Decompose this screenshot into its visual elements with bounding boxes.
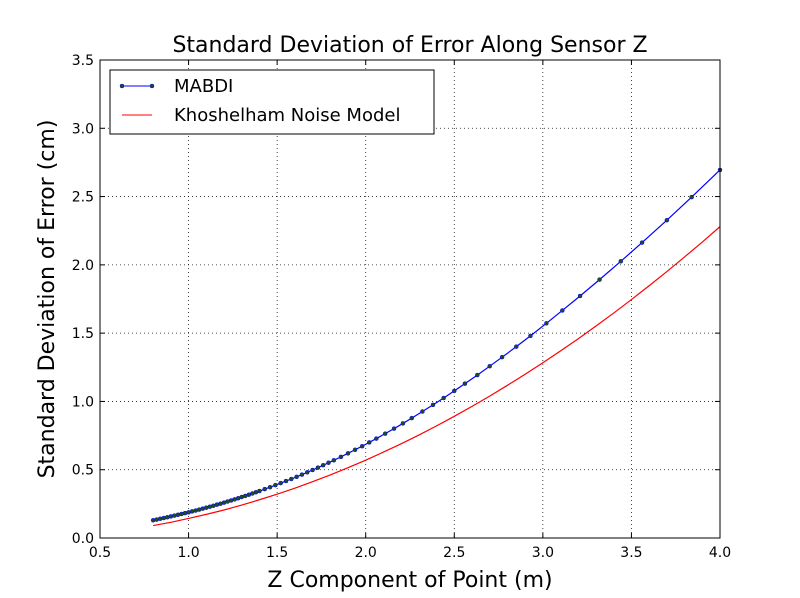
data-point: [374, 436, 379, 441]
data-point: [475, 372, 480, 378]
data-point: [462, 381, 468, 386]
data-point: [338, 454, 344, 460]
data-point: [320, 462, 326, 468]
data-point: [487, 363, 492, 369]
data-point: [514, 344, 519, 349]
y-tick-label: 2.5: [72, 190, 94, 206]
legend: MABDI Khoshelham Noise Model: [109, 69, 435, 135]
data-point: [283, 478, 289, 484]
data-point: [289, 476, 294, 482]
data-point: [267, 484, 273, 490]
y-tick-label: 1.5: [72, 326, 94, 342]
data-point: [359, 443, 365, 449]
x-tick-label: 1.0: [177, 545, 199, 561]
legend-marker-mabdi: [119, 83, 125, 89]
data-point: [577, 293, 583, 299]
data-point: [326, 460, 331, 465]
y-axis-label: Standard Deviation of Error (cm): [35, 120, 60, 479]
x-tick-label: 4.0: [709, 545, 731, 561]
data-point: [299, 472, 305, 477]
x-tick-label: 3.0: [532, 545, 554, 561]
data-point: [420, 409, 425, 414]
data-point: [367, 440, 372, 445]
data-point: [639, 240, 645, 245]
legend-marker-mabdi: [149, 83, 155, 89]
data-point: [441, 395, 446, 401]
data-point: [409, 415, 415, 421]
data-point: [382, 431, 388, 436]
data-point: [352, 447, 358, 453]
data-point: [664, 217, 670, 223]
data-point: [544, 321, 549, 326]
data-point: [305, 470, 310, 475]
y-tick-label: 0.0: [72, 531, 94, 547]
data-point: [278, 480, 283, 486]
axes-frame: [99, 59, 721, 539]
legend-label-mabdi: MABDI: [174, 76, 233, 97]
ticks: 0.5 1.0 1.5 2.0 2.5 3.0 3.5 4.00.00.51.01.52.02…: [72, 53, 731, 561]
chart-title: Standard Deviation of Error Along Sensor…: [172, 33, 647, 58]
data-point: [331, 458, 337, 463]
data-point: [499, 354, 505, 360]
data-point: [391, 426, 397, 431]
data-point: [310, 467, 315, 473]
y-tick-label: 3.5: [72, 53, 94, 69]
data-point: [257, 488, 262, 494]
plot-area: [150, 167, 723, 527]
data-point: [400, 421, 406, 426]
y-tick-label: 2.0: [72, 258, 94, 274]
data-point: [560, 308, 565, 313]
x-tick-label: 0.5: [89, 545, 111, 561]
y-tick-label: 0.5: [72, 463, 94, 479]
y-tick-label: 1.0: [72, 394, 94, 410]
x-axis-label: Z Component of Point (m): [267, 568, 552, 593]
data-point: [273, 482, 278, 488]
series-line-1: [153, 226, 721, 527]
data-point: [689, 194, 694, 200]
data-point: [430, 402, 436, 408]
legend-label-khoshelham: Khoshelham Noise Model: [174, 105, 400, 126]
x-tick-label: 2.5: [443, 545, 465, 561]
data-point: [452, 388, 457, 394]
data-point: [618, 259, 624, 264]
legend-box: [109, 69, 435, 135]
x-tick-label: 3.5: [620, 545, 642, 561]
data-point: [528, 333, 533, 339]
data-point: [345, 451, 351, 456]
data-point: [597, 277, 602, 282]
x-tick-label: 1.5: [266, 545, 288, 561]
data-point: [294, 474, 299, 480]
data-point: [262, 486, 267, 492]
data-point: [315, 465, 321, 470]
x-tick-label: 2.0: [355, 545, 377, 561]
y-tick-label: 3.0: [72, 121, 94, 137]
